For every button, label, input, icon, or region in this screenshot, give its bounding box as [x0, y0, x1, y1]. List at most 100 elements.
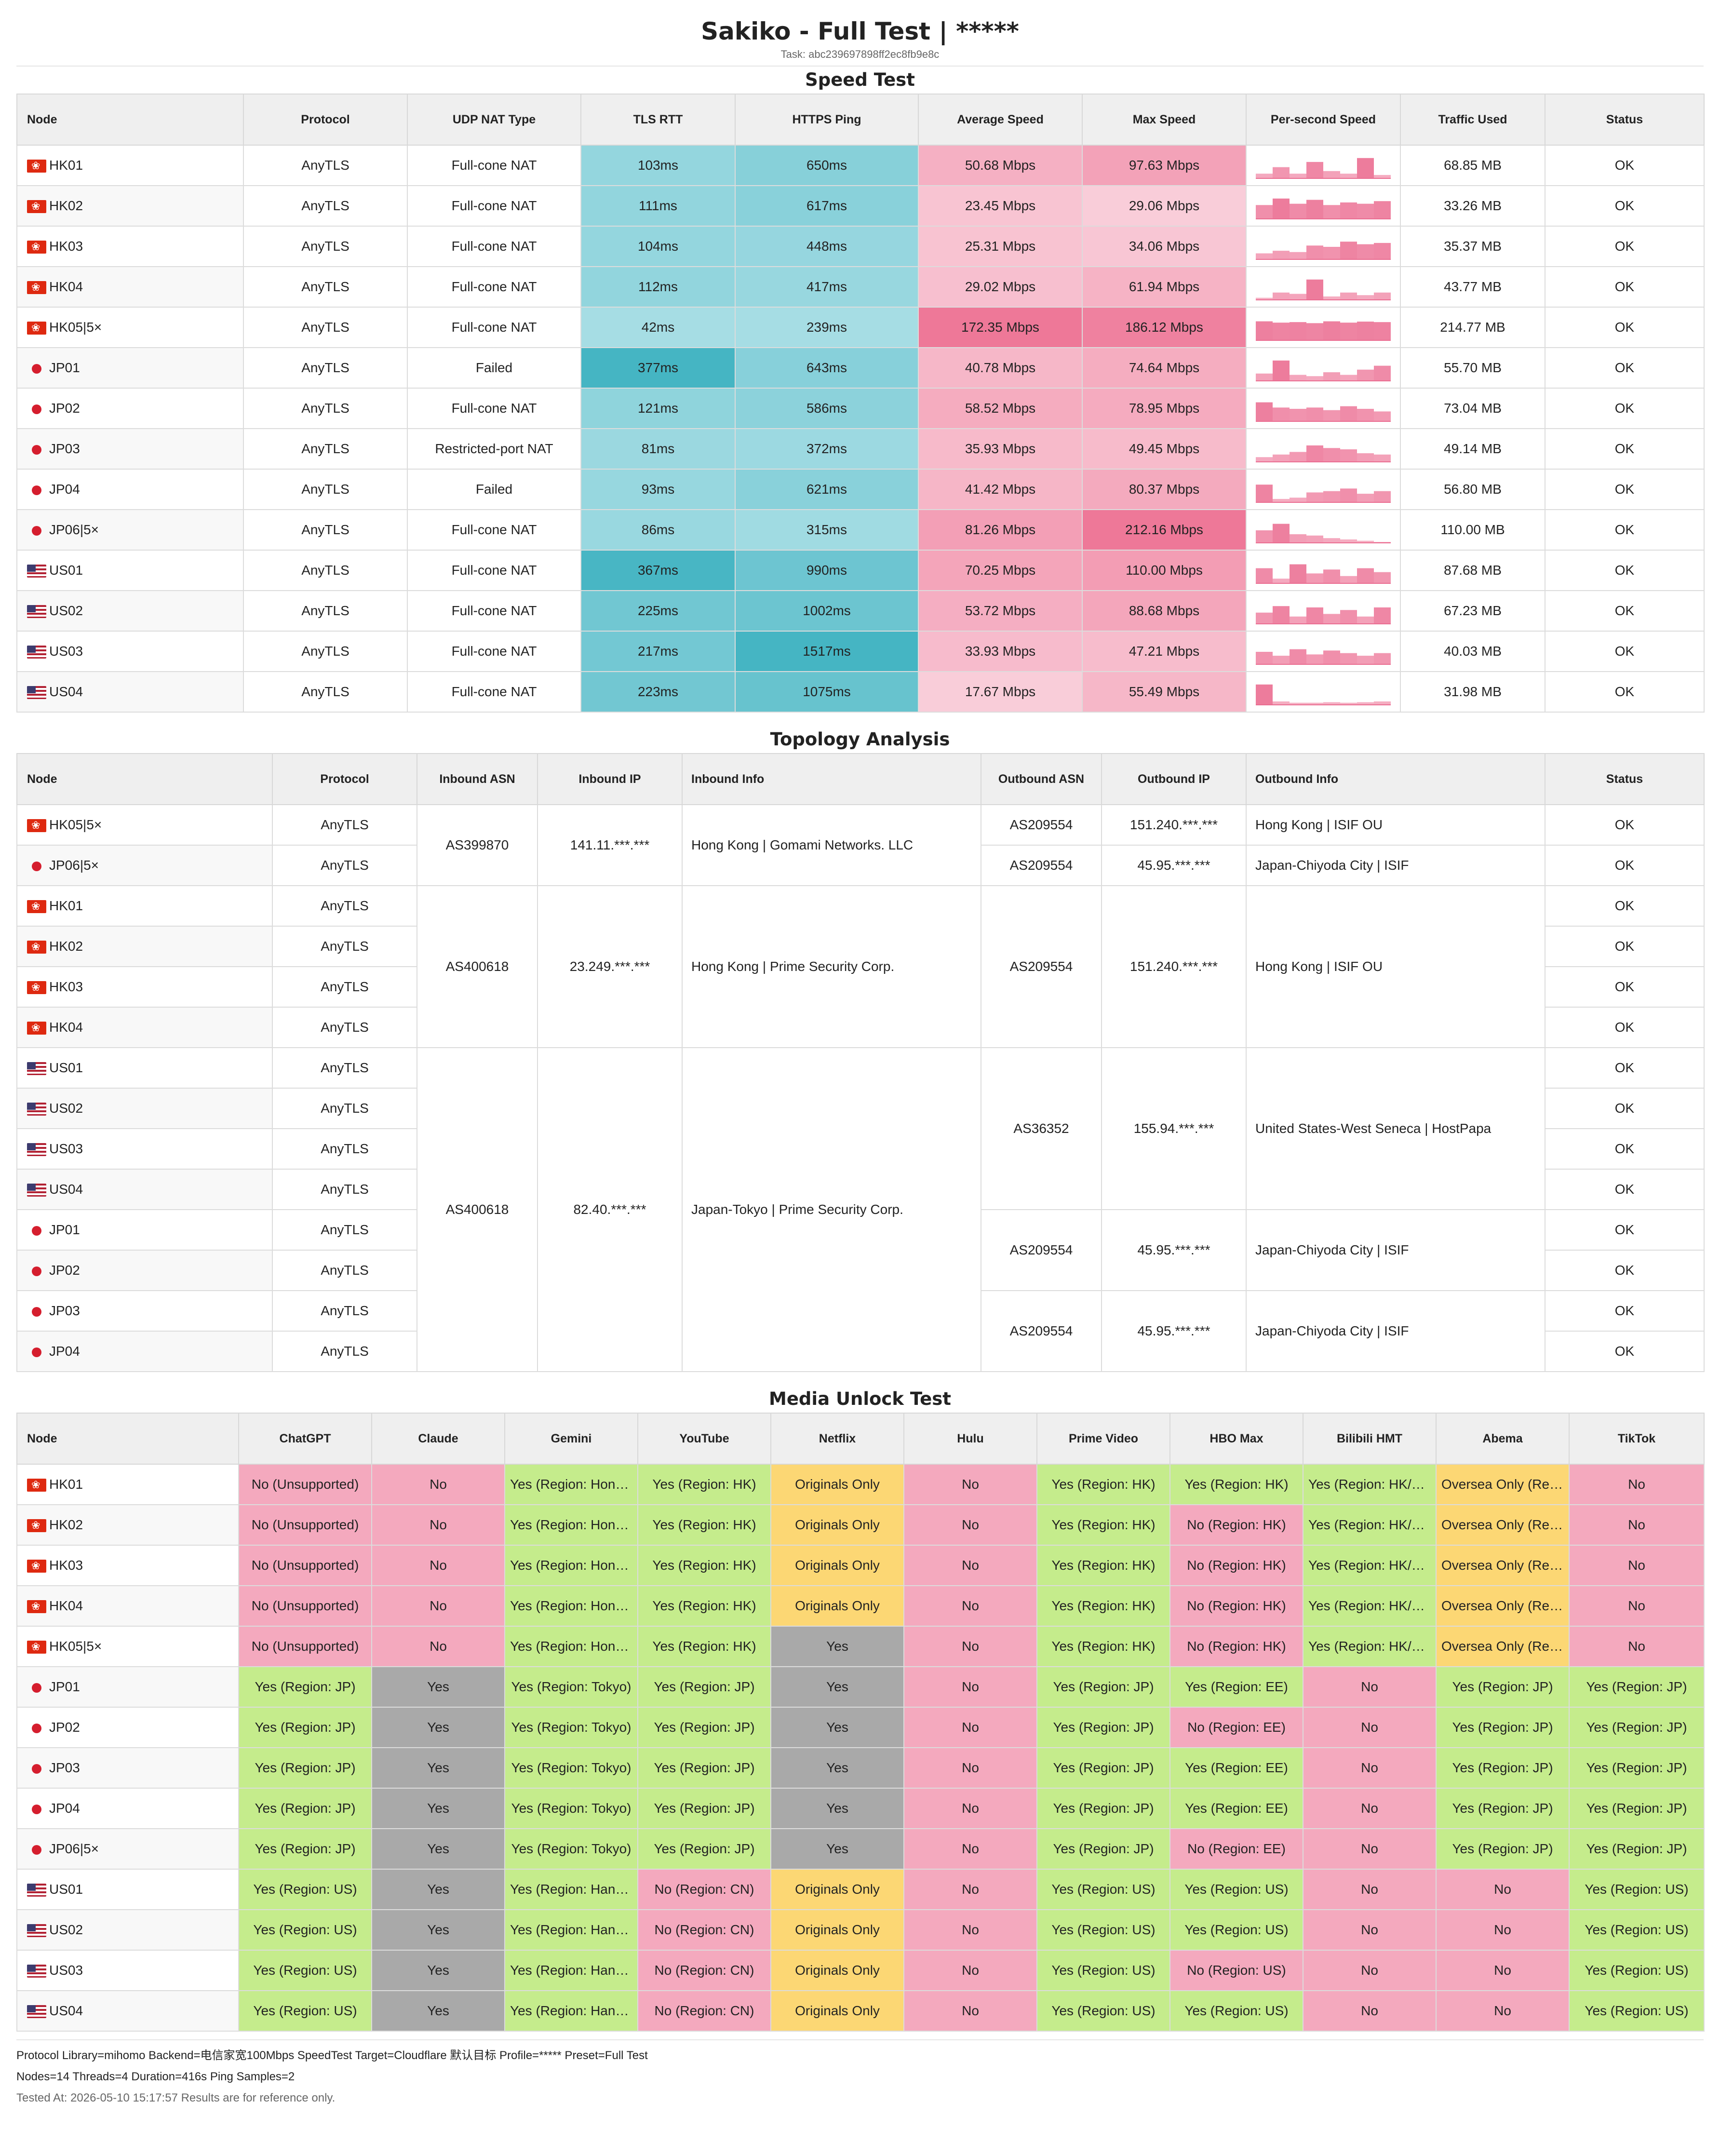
media-result-cell: Yes (Region: US): [1169, 1909, 1303, 1951]
media-result-cell: No (Unsupported): [238, 1626, 372, 1667]
speed-bar: [1374, 701, 1391, 705]
media-result-cell: Yes (Region: HK): [1036, 1464, 1170, 1505]
media-result-cell: No: [903, 1788, 1037, 1829]
media-column-header: TikTok: [1569, 1413, 1705, 1465]
speed-bar: [1273, 407, 1290, 422]
media-result-cell: Yes (Region: Hangzhou): [504, 1869, 638, 1910]
speed-bar: [1256, 684, 1273, 705]
per-second-speed-sparkline: [1256, 279, 1391, 300]
media-result-cell: Yes (Region: HK): [1036, 1585, 1170, 1627]
speed-bar: [1374, 175, 1391, 179]
media-result-cell: Yes (Region: Hong Kong): [504, 1504, 638, 1546]
media-result-cell: Originals Only: [770, 1990, 904, 2032]
max-speed-cell: 80.37 Mbps: [1082, 469, 1247, 510]
media-table: Node ChatGPT Claude Gemini YouTube Netflix Hul…: [16, 1413, 1705, 2032]
hk-flag-icon: [27, 941, 46, 954]
footer-stats: Nodes=14 Threads=4 Duration=416s Ping Sa…: [16, 2070, 295, 2083]
node-name: US01: [49, 563, 83, 578]
status-cell: OK: [1545, 590, 1705, 632]
average-speed-cell: 17.67 Mbps: [918, 671, 1083, 713]
node-cell: HK03: [16, 1545, 239, 1586]
node-cell: JP03: [16, 1747, 239, 1789]
media-section-title: Media Unlock Test: [769, 1388, 951, 1409]
speed-bar: [1290, 174, 1306, 179]
table-row: US04 AnyTLS Full-cone NAT 223ms 1075ms 17.67 …: [16, 671, 1705, 713]
per-second-speed-cell: [1246, 226, 1401, 267]
per-second-speed-cell: [1246, 550, 1401, 591]
jp-flag-icon: [27, 1346, 46, 1359]
max-speed-cell: 88.68 Mbps: [1082, 590, 1247, 632]
speed-bar: [1306, 445, 1323, 462]
jp-flag-icon: [27, 1224, 46, 1237]
media-result-cell: No: [903, 1990, 1037, 2032]
media-result-cell: Yes (Region: JP): [1036, 1788, 1170, 1829]
speed-bar: [1290, 203, 1306, 219]
protocol-cell: AnyTLS: [272, 1250, 417, 1291]
nat-type-cell: Full-cone NAT: [407, 671, 581, 713]
table-row: JP02 AnyTLS OK: [16, 1250, 1705, 1291]
speed-bar: [1374, 607, 1391, 624]
media-result-cell: No: [903, 1504, 1037, 1546]
jp-flag-icon: [27, 860, 46, 873]
node-name: HK05|5×: [49, 320, 102, 335]
media-result-cell: Yes (Region: Tokyo): [504, 1828, 638, 1870]
speed-bar: [1306, 573, 1323, 584]
node-name: JP02: [49, 401, 80, 416]
protocol-cell: AnyTLS: [243, 428, 408, 470]
traffic-used-cell: 73.04 MB: [1400, 388, 1545, 429]
media-result-cell: Yes (Region: HK): [637, 1464, 771, 1505]
media-column-header: Prime Video: [1036, 1413, 1170, 1465]
speed-bar: [1323, 205, 1340, 219]
per-second-speed-cell: [1246, 428, 1401, 470]
protocol-cell: AnyTLS: [243, 185, 408, 227]
speed-bar: [1357, 244, 1374, 260]
media-result-cell: Yes (Region: JP): [637, 1666, 771, 1708]
protocol-cell: AnyTLS: [272, 1128, 417, 1170]
protocol-cell: AnyTLS: [243, 388, 408, 429]
node-name: JP06|5×: [49, 858, 99, 873]
speed-bar: [1357, 540, 1374, 543]
outbound-ip-cell: 151.240.***.***: [1101, 804, 1247, 846]
node-cell: HK05|5×: [16, 804, 273, 846]
media-result-cell: Oversea Only (Region: HK): [1436, 1504, 1570, 1546]
media-result-cell: Yes (Region: US): [1169, 1869, 1303, 1910]
jp-flag-icon: [27, 484, 46, 497]
traffic-used-cell: 35.37 MB: [1400, 226, 1545, 267]
speed-bar: [1340, 375, 1357, 381]
status-cell: OK: [1545, 550, 1705, 591]
media-column-header: ChatGPT: [238, 1413, 372, 1465]
status-cell: OK: [1545, 1088, 1705, 1129]
media-result-cell: Originals Only: [770, 1869, 904, 1910]
media-result-cell: Yes (Region: JP): [238, 1788, 372, 1829]
inbound-info-cell: Hong Kong | Gomami Networks. LLC: [682, 804, 981, 886]
per-second-speed-cell: [1246, 307, 1401, 348]
us-flag-icon: [27, 1184, 46, 1197]
per-second-speed-cell: [1246, 266, 1401, 308]
node-name: JP03: [49, 1303, 80, 1318]
speed-bar: [1357, 568, 1374, 584]
media-result-cell: Yes (Region: Hong Kong): [504, 1585, 638, 1627]
max-speed-cell: 110.00 Mbps: [1082, 550, 1247, 591]
protocol-cell: AnyTLS: [272, 1088, 417, 1129]
speed-bar: [1306, 376, 1323, 381]
media-result-cell: No (Region: CN): [637, 1869, 771, 1910]
topology-header-row: Node Protocol Inbound ASN Inbound IP Inbound…: [16, 753, 1705, 805]
media-result-cell: Yes (Region: US): [1569, 1869, 1705, 1910]
speed-bar: [1323, 171, 1340, 179]
node-cell: HK05|5×: [16, 1626, 239, 1667]
media-result-cell: Yes (Region: EE): [1169, 1666, 1303, 1708]
max-speed-cell: 34.06 Mbps: [1082, 226, 1247, 267]
table-row: JP01 Yes (Region: JP) Yes Yes (Region: Toky…: [16, 1666, 1705, 1708]
average-speed-cell: 172.35 Mbps: [918, 307, 1083, 348]
nat-type-cell: Full-cone NAT: [407, 185, 581, 227]
inbound-asn-cell: AS400618: [417, 1047, 538, 1372]
speed-bar: [1340, 539, 1357, 543]
outbound-ip-cell: 155.94.***.***: [1101, 1047, 1247, 1210]
topology-column-header: Inbound ASN: [417, 753, 538, 805]
media-result-cell: No (Region: HK): [1169, 1545, 1303, 1586]
media-result-cell: No: [1569, 1464, 1705, 1505]
